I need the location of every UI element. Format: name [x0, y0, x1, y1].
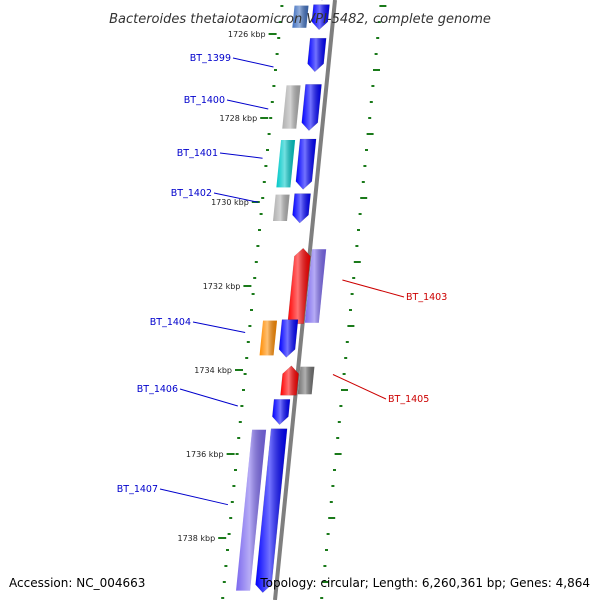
label-leader-line: [179, 388, 238, 407]
cds-arrow: [287, 247, 311, 325]
gene-label: BT_1407: [117, 484, 158, 495]
cds-arrow: [301, 84, 322, 131]
kbp-tick-label: 1726 kbp: [228, 30, 266, 39]
label-leader-line: [219, 152, 263, 159]
label-leader-line: [342, 279, 405, 298]
cds-arrow: [280, 365, 299, 396]
label-leader-line: [159, 488, 229, 506]
gene-features: [236, 0, 330, 593]
gene-label: BT_1405: [388, 394, 429, 405]
gene-label: BT_1406: [137, 384, 178, 395]
label-leader-line: [232, 57, 274, 68]
label-leader-line: [226, 99, 269, 110]
gene-label: BT_1402: [171, 188, 212, 199]
kbp-ticks: 1726 kbp 1728 kbp 1730 kbp 1732 kbp 1734 kbp…: [177, 30, 277, 543]
kbp-tick-label: 1728 kbp: [219, 114, 257, 123]
cds-arrow: [272, 399, 291, 425]
category-block: [236, 429, 267, 591]
cds-arrow: [307, 37, 327, 73]
topology-text: Topology: circular; Length: 6,260,361 bp…: [259, 576, 590, 590]
cds-arrow: [311, 4, 330, 31]
category-block: [276, 140, 296, 188]
category-block: [304, 249, 327, 323]
kbp-tick-label: 1738 kbp: [177, 534, 215, 543]
gene-label: BT_1401: [177, 148, 218, 159]
category-block: [292, 5, 309, 28]
category-block: [273, 194, 290, 221]
category-block: [259, 320, 278, 356]
accession-text: Accession: NC_004663: [9, 576, 145, 590]
gene-label: BT_1404: [150, 317, 191, 328]
gene-labels: BT_1399 BT_1400 BT_1401 BT_1402 BT_1403 BT_14…: [117, 53, 447, 506]
kbp-tick-label: 1732 kbp: [203, 282, 241, 291]
kbp-tick-label: 1730 kbp: [211, 198, 249, 207]
cds-arrow: [295, 138, 317, 190]
label-leader-line: [332, 374, 387, 400]
gc-skew-track: [221, 5, 387, 599]
label-leader-line: [192, 321, 246, 333]
cds-arrow: [255, 428, 288, 593]
category-block: [297, 366, 315, 395]
category-block: [282, 85, 301, 129]
map-title: Bacteroides thetaiotaomicron VPI-5482, c…: [109, 12, 491, 27]
gene-label: BT_1400: [184, 95, 225, 106]
cds-arrow: [292, 193, 311, 224]
kbp-tick-label: 1734 kbp: [194, 366, 232, 375]
cds-arrow: [278, 319, 299, 358]
label-leader-line: [213, 192, 259, 203]
kbp-tick-label: 1736 kbp: [186, 450, 224, 459]
gene-label: BT_1399: [190, 53, 231, 64]
gene-label: BT_1403: [406, 292, 447, 303]
